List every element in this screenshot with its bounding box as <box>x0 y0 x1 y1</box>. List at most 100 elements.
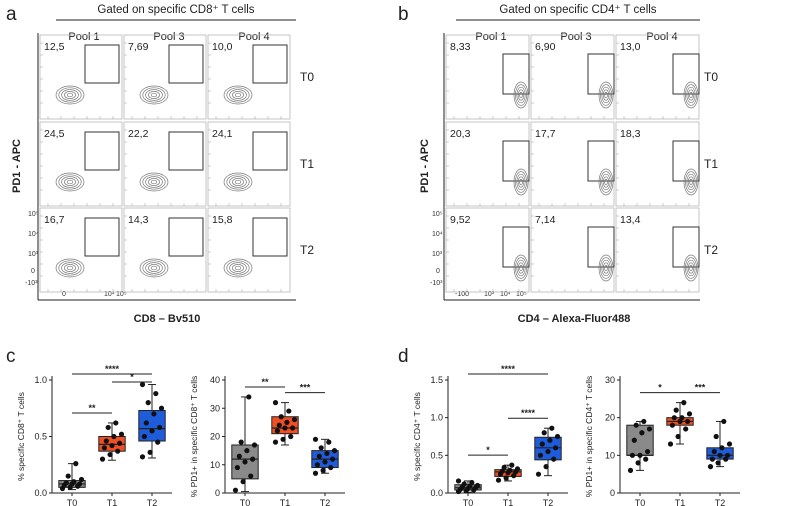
data-point <box>115 448 121 454</box>
data-point <box>635 460 641 466</box>
panel-a: a Gated on specific CD8⁺ T cells Pool 1 … <box>6 4 314 325</box>
panel-b-pool-3: Pool 3 <box>560 31 591 43</box>
x-tick-label: T2 <box>147 498 158 506</box>
data-point <box>543 464 549 470</box>
data-point <box>629 452 635 458</box>
panel-a-xtick-1e4: 10⁴ <box>104 291 115 298</box>
box-chart-d2: 0 10 20 30 % PD1+ in specific CD4⁺ T cells T0… <box>584 375 740 506</box>
panel-b-pool-1: Pool 1 <box>475 31 506 43</box>
contour-line <box>139 85 169 105</box>
data-point <box>726 441 733 447</box>
contour-line <box>232 178 244 186</box>
contour-line <box>61 176 79 188</box>
panel-a-pool-4: Pool 4 <box>238 31 269 43</box>
flow-plot-frame <box>207 34 291 120</box>
gate-percentage: 7,14 <box>535 214 556 226</box>
data-point <box>101 445 107 451</box>
y-tick-label: 0 <box>215 488 220 498</box>
y-tick-label: 10 <box>605 450 615 460</box>
x-tick-label: T2 <box>543 498 554 506</box>
data-point <box>139 454 146 460</box>
data-point <box>711 448 717 455</box>
data-point <box>679 415 685 421</box>
data-point <box>631 437 637 443</box>
box-chart-c2: 0 10 20 30 40 % PD1+ in specific CD8⁺ T cells… <box>189 375 345 506</box>
data-point <box>272 439 279 445</box>
contour-line <box>686 173 696 191</box>
contour-line <box>232 91 244 99</box>
data-point <box>117 440 123 446</box>
x-tick-label: T1 <box>107 498 118 506</box>
data-point <box>276 422 282 428</box>
contour-line <box>145 262 163 274</box>
data-point <box>236 453 242 459</box>
contour-line <box>516 259 526 277</box>
y-tick-label: 1.0 <box>34 375 47 385</box>
panel-b-t1-label: T1 <box>704 157 718 171</box>
data-point <box>673 407 679 413</box>
panel-a-t2-label: T2 <box>300 243 314 257</box>
contour-line <box>58 174 82 190</box>
data-point <box>250 456 256 462</box>
data-point <box>145 400 151 406</box>
data-point <box>118 431 125 437</box>
data-point <box>627 467 634 473</box>
contour-line <box>683 81 699 109</box>
data-point <box>326 439 332 445</box>
flow-plot-b-r1-c1: 17,7 <box>530 121 615 207</box>
contour-line <box>61 262 79 274</box>
y-tick-label: 40 <box>210 375 220 385</box>
y-axis-label: % PD1+ in specific CD4⁺ T cells <box>584 376 594 498</box>
data-point <box>330 456 336 462</box>
data-point <box>244 448 250 454</box>
box-T1: T1 <box>98 420 126 506</box>
flow-plot-a-r2-c2: 15,8 <box>207 207 291 293</box>
significance-label: **** <box>501 364 516 374</box>
data-point <box>274 428 280 434</box>
data-point <box>539 441 545 447</box>
gate-percentage: 20,3 <box>450 128 471 140</box>
data-point <box>331 448 338 454</box>
data-point <box>246 394 252 400</box>
flow-plot-b-r2-c1: 7,14 <box>530 207 615 293</box>
data-point <box>99 456 106 462</box>
significance-label: * <box>130 372 134 382</box>
data-point <box>461 481 467 487</box>
y-tick-label: 1.0 <box>430 413 443 423</box>
contour-line <box>61 89 79 101</box>
data-point <box>683 426 689 432</box>
panel-b-ytick-1e4: 10⁴ <box>432 231 443 238</box>
contour-line <box>223 172 253 192</box>
panel-a-t0-label: T0 <box>300 70 314 84</box>
data-point <box>158 405 165 411</box>
data-point <box>105 424 111 431</box>
y-tick-label: 0 <box>610 488 615 498</box>
contour-line <box>513 254 529 282</box>
gate-percentage: 22,2 <box>128 128 149 140</box>
data-point <box>71 479 77 485</box>
y-axis-label: % specific CD4⁺ T cells <box>412 392 422 481</box>
gate-percentage: 13,4 <box>620 214 641 226</box>
data-point <box>547 437 553 443</box>
flow-plot-frame <box>207 207 291 293</box>
panel-a-y-axis-label: PD1 - APC <box>11 139 23 193</box>
data-point <box>455 478 462 484</box>
box-T2: T2 <box>311 436 339 506</box>
data-point <box>671 415 677 421</box>
flow-plot-a-r0-c0: 12,5 <box>39 34 123 120</box>
box-T1: T1 <box>271 400 299 506</box>
gate-percentage: 24,1 <box>212 128 233 140</box>
contour-line <box>148 178 160 186</box>
contour-line <box>58 87 82 103</box>
data-point <box>318 445 324 451</box>
data-point <box>312 470 319 476</box>
flow-plot-frame <box>39 121 123 207</box>
panel-a-ytick-neg: -10³ <box>25 280 38 287</box>
box-T0: T0 <box>58 461 86 506</box>
data-point <box>157 424 163 431</box>
data-point <box>669 422 675 428</box>
contour-line <box>234 265 242 271</box>
contour-line <box>139 258 169 278</box>
